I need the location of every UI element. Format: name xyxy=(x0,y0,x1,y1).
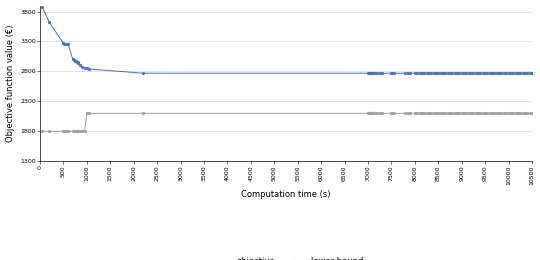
lower bound xyxy=(501,112,507,115)
objective xyxy=(140,72,146,75)
objective xyxy=(484,72,491,75)
objective xyxy=(529,72,535,75)
objective xyxy=(39,6,45,9)
Y-axis label: Objective function value (€): Objective function value (€) xyxy=(5,25,15,142)
lower bound xyxy=(484,112,491,115)
objective xyxy=(428,72,435,75)
lower bound xyxy=(529,112,535,115)
lower bound xyxy=(63,130,70,133)
objective xyxy=(501,72,507,75)
Line: lower bound: lower bound xyxy=(41,112,534,133)
objective xyxy=(72,60,79,63)
lower bound xyxy=(39,130,45,133)
lower bound xyxy=(72,130,79,133)
Line: objective: objective xyxy=(41,6,534,75)
objective xyxy=(60,42,67,45)
X-axis label: Computation time (s): Computation time (s) xyxy=(241,190,330,199)
lower bound xyxy=(84,112,90,115)
lower bound xyxy=(60,130,67,133)
Legend: objective, lower bound: objective, lower bound xyxy=(206,254,367,260)
lower bound xyxy=(428,112,435,115)
objective xyxy=(63,42,70,46)
